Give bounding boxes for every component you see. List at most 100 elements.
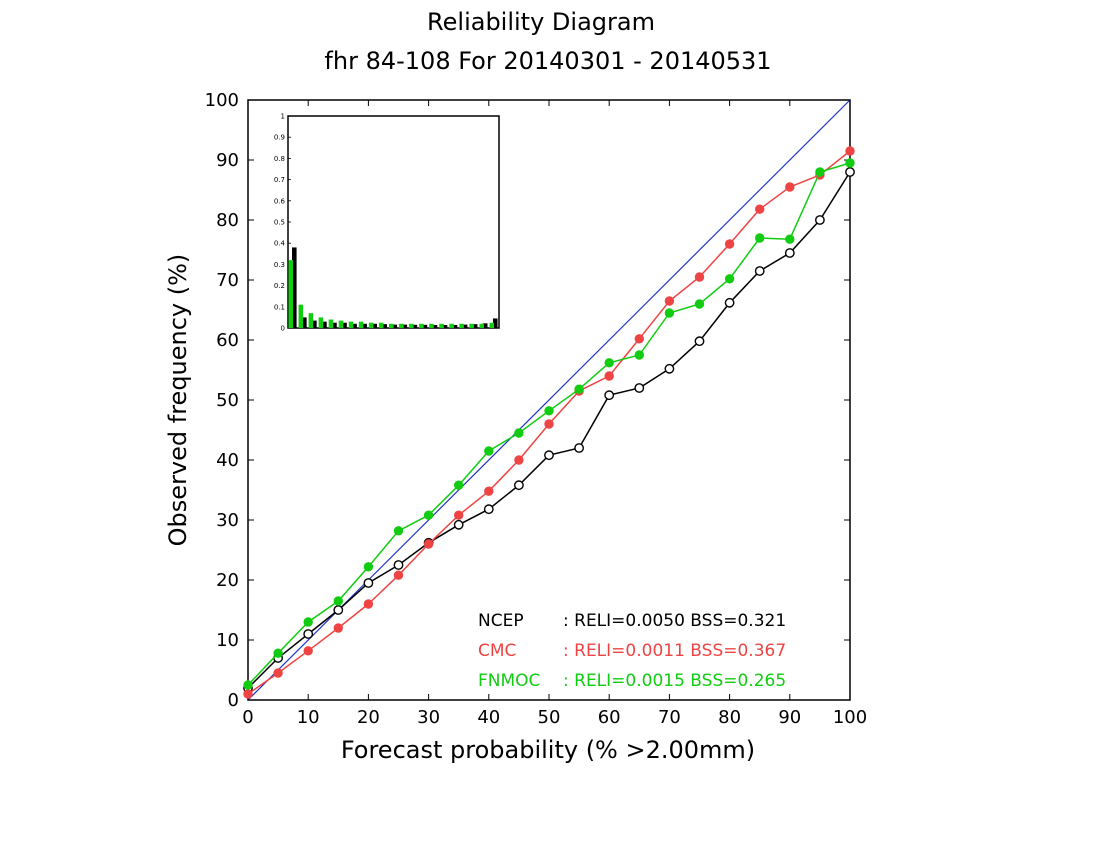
ncep-point — [574, 443, 584, 453]
inset-bar-fnmoc — [368, 322, 374, 328]
inset-bar-ncep — [482, 323, 488, 328]
inset-histogram: 0 0.1 0.2 0.3 0.4 0.5 0.6 0.7 0.8 0.9 1 — [274, 113, 500, 333]
ncep-point — [694, 336, 705, 347]
inset-y-tick-label: 0.9 — [274, 134, 285, 142]
fnmoc-point — [273, 648, 283, 658]
inset-bar-fnmoc — [298, 304, 304, 328]
cmc-point — [664, 296, 675, 306]
main-plot: 0 10 20 30 40 50 60 70 80 90 100010203040506070809… — [205, 90, 868, 728]
inset-bar-fnmoc — [338, 320, 344, 328]
fnmoc-point — [514, 428, 524, 438]
fnmoc-point — [544, 406, 554, 416]
inset-bar-fnmoc — [409, 323, 414, 328]
inset-bar-ncep — [412, 324, 418, 328]
ncep-point — [363, 578, 374, 588]
legend-cmc-stats: : RELI=0.0011 BSS=0.367 — [563, 641, 786, 661]
fnmoc-point — [845, 158, 855, 168]
inset-bar-ncep — [292, 247, 297, 328]
inset-bar-ncep — [382, 324, 388, 328]
inset-bar-fnmoc — [388, 323, 394, 328]
ncep-point — [544, 450, 554, 461]
fnmoc-point — [423, 510, 434, 520]
ncep-point — [784, 248, 795, 258]
inset-y-tick-label: 0.4 — [274, 240, 286, 248]
y-tick-label: 80 — [216, 210, 239, 231]
fnmoc-point — [815, 167, 825, 177]
inset-bar-fnmoc — [489, 322, 495, 328]
ncep-point — [453, 519, 464, 530]
inset-bar-ncep — [452, 325, 458, 328]
inset-bar-fnmoc — [459, 323, 464, 328]
y-tick-label: 30 — [216, 510, 239, 531]
ncep-point — [333, 605, 344, 615]
legend: NCEP: RELI=0.0050 BSS=0.321 CMC: RELI=0.0… — [478, 611, 786, 691]
cmc-point — [333, 623, 343, 633]
legend-ncep-stats: : RELI=0.0050 BSS=0.321 — [563, 611, 786, 631]
x-tick-label: 0 — [242, 707, 253, 728]
y-tick-label: 20 — [216, 570, 239, 591]
inset-y-tick-label: 0.7 — [274, 176, 285, 184]
chart-title: Reliability Diagram — [427, 8, 655, 36]
legend-fnmoc-stats: : RELI=0.0015 BSS=0.265 — [563, 671, 786, 691]
legend-cmc-name: CMC — [478, 641, 516, 661]
inset-bar-ncep — [312, 320, 317, 328]
ncep-point — [754, 266, 765, 276]
x-tick-label: 90 — [778, 707, 801, 728]
y-tick-label: 0 — [228, 690, 239, 711]
fnmoc-point — [393, 526, 404, 536]
inset-y-tick-label: 1 — [281, 113, 285, 121]
inset-bar-fnmoc — [469, 323, 474, 328]
fnmoc-point — [363, 562, 374, 572]
cmc-point — [634, 334, 644, 344]
fnmoc-point — [484, 446, 494, 456]
inset-bar-ncep — [422, 324, 428, 328]
inset-bar-ncep — [492, 318, 498, 328]
cmc-point — [604, 371, 614, 381]
cmc-point — [724, 239, 735, 249]
cmc-point — [363, 599, 374, 609]
y-tick-label: 60 — [216, 330, 239, 351]
inset-y-tick-label: 0.5 — [274, 219, 285, 227]
inset-bar-fnmoc — [358, 321, 364, 328]
inset-bar-fnmoc — [308, 313, 314, 328]
cmc-point — [393, 570, 404, 580]
inset-bar-ncep — [402, 324, 408, 328]
cmc-point — [273, 668, 283, 678]
y-tick-label: 40 — [216, 450, 239, 471]
fnmoc-point — [634, 350, 644, 360]
x-tick-label: 20 — [357, 707, 380, 728]
ncep-point — [815, 215, 825, 225]
inset-bar-ncep — [302, 317, 307, 328]
ncep-point — [604, 390, 615, 401]
inset-bar-fnmoc — [328, 319, 334, 328]
inset-bar-ncep — [442, 325, 448, 328]
x-tick-label: 10 — [297, 707, 320, 728]
fnmoc-point — [243, 680, 253, 690]
cmc-point — [454, 510, 464, 520]
cmc-point — [423, 539, 434, 549]
inset-bar-fnmoc — [439, 323, 444, 328]
inset-y-tick-label: 0 — [281, 325, 285, 333]
x-tick-label: 60 — [598, 707, 621, 728]
legend-fnmoc-name: FNMOC — [478, 671, 540, 691]
cmc-point — [845, 146, 855, 156]
inset-bar-ncep — [352, 323, 357, 328]
fnmoc-point — [755, 233, 765, 243]
x-tick-label: 70 — [658, 707, 681, 728]
inset-y-tick-label: 0.1 — [274, 303, 285, 311]
inset-bar-fnmoc — [399, 323, 404, 328]
ncep-point — [393, 560, 404, 570]
inset-y-tick-label: 0.2 — [274, 282, 285, 290]
y-axis-label: Observed frequency (%) — [164, 254, 192, 547]
y-tick-label: 100 — [205, 90, 239, 111]
x-tick-label: 100 — [833, 707, 867, 728]
inset-bar-fnmoc — [479, 323, 484, 328]
inset-bar-fnmoc — [288, 260, 294, 328]
ncep-point — [724, 297, 735, 308]
fnmoc-point — [574, 384, 584, 394]
inset-bar-fnmoc — [378, 322, 384, 328]
fnmoc-point — [333, 596, 343, 606]
inset-bar-ncep — [472, 324, 478, 328]
fnmoc-point — [785, 234, 795, 244]
inset-bar-fnmoc — [449, 323, 454, 328]
